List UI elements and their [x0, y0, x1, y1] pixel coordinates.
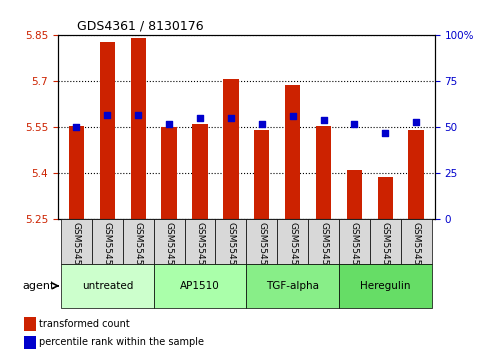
Text: Heregulin: Heregulin — [360, 281, 411, 291]
Text: TGF-alpha: TGF-alpha — [266, 281, 319, 291]
FancyBboxPatch shape — [154, 219, 185, 264]
FancyBboxPatch shape — [215, 219, 246, 264]
Text: GSM554582: GSM554582 — [165, 222, 173, 276]
Bar — [378, 177, 393, 219]
Point — [72, 125, 80, 130]
Text: transformed count: transformed count — [39, 319, 129, 329]
Text: GSM554587: GSM554587 — [319, 222, 328, 276]
FancyBboxPatch shape — [277, 219, 308, 264]
Bar — [316, 126, 331, 219]
FancyBboxPatch shape — [185, 219, 215, 264]
Point — [412, 119, 420, 125]
Text: GSM554585: GSM554585 — [257, 222, 266, 276]
Bar — [69, 126, 84, 219]
Text: GSM554579: GSM554579 — [72, 222, 81, 276]
Text: GSM554590: GSM554590 — [412, 222, 421, 276]
Bar — [99, 42, 115, 219]
Text: GSM554581: GSM554581 — [134, 222, 143, 276]
FancyBboxPatch shape — [61, 264, 154, 308]
Text: GSM554584: GSM554584 — [227, 222, 235, 276]
Text: GSM554589: GSM554589 — [381, 222, 390, 276]
Bar — [192, 124, 208, 219]
Point — [196, 115, 204, 121]
Text: AP1510: AP1510 — [180, 281, 220, 291]
Point — [320, 117, 327, 123]
Bar — [347, 170, 362, 219]
Bar — [130, 38, 146, 219]
FancyBboxPatch shape — [339, 219, 370, 264]
Point — [382, 130, 389, 136]
Bar — [409, 130, 424, 219]
FancyBboxPatch shape — [370, 219, 401, 264]
FancyBboxPatch shape — [246, 264, 339, 308]
Point — [258, 121, 266, 127]
Point — [165, 121, 173, 127]
Text: GSM554580: GSM554580 — [103, 222, 112, 276]
FancyBboxPatch shape — [246, 219, 277, 264]
Point — [289, 114, 297, 119]
FancyBboxPatch shape — [61, 219, 92, 264]
Text: GSM554588: GSM554588 — [350, 222, 359, 276]
Text: agent: agent — [23, 281, 55, 291]
Text: GSM554583: GSM554583 — [196, 222, 204, 276]
Bar — [24, 317, 36, 331]
Point — [227, 115, 235, 121]
Text: percentile rank within the sample: percentile rank within the sample — [39, 337, 204, 348]
Bar — [223, 79, 239, 219]
FancyBboxPatch shape — [154, 264, 246, 308]
Bar — [161, 127, 177, 219]
FancyBboxPatch shape — [401, 219, 432, 264]
Point — [103, 112, 111, 118]
Point — [134, 112, 142, 118]
Text: untreated: untreated — [82, 281, 133, 291]
Bar — [24, 336, 36, 349]
FancyBboxPatch shape — [123, 219, 154, 264]
FancyBboxPatch shape — [308, 219, 339, 264]
Point — [351, 121, 358, 127]
FancyBboxPatch shape — [92, 219, 123, 264]
Text: GDS4361 / 8130176: GDS4361 / 8130176 — [77, 20, 203, 33]
Text: GSM554586: GSM554586 — [288, 222, 297, 276]
FancyBboxPatch shape — [339, 264, 432, 308]
Bar — [285, 85, 300, 219]
Bar — [254, 130, 270, 219]
